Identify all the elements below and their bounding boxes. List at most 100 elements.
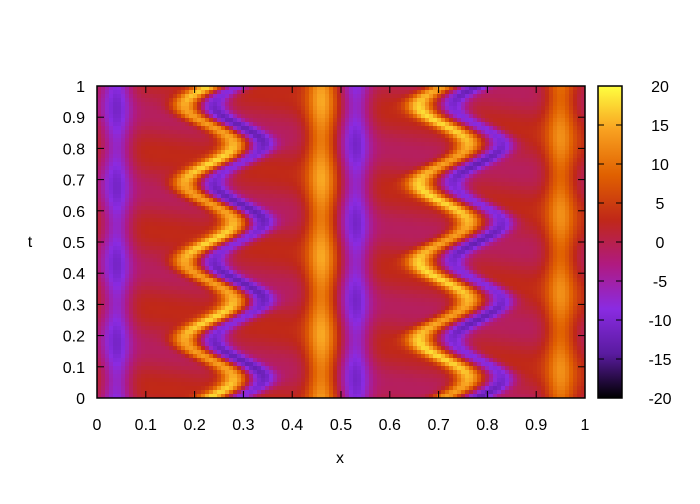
heatmap-cell [469,138,474,143]
heatmap-cell [301,138,306,143]
heatmap-cell [153,142,158,147]
heatmap-cell [549,218,554,223]
heatmap-cell [385,234,390,239]
heatmap-cell [277,134,282,139]
heatmap-cell [121,102,126,107]
heatmap-cell [377,186,382,191]
heatmap-cell [253,230,258,235]
heatmap-cell [181,174,186,179]
heatmap-cell [157,166,162,171]
heatmap-cell [501,194,506,199]
heatmap-cell [429,146,434,151]
heatmap-cell [137,210,142,215]
heatmap-cell [461,218,466,223]
heatmap-cell [433,202,438,207]
heatmap-cell [505,118,510,123]
heatmap-cell [221,194,226,199]
heatmap-cell [169,110,174,115]
heatmap-cell [485,118,490,123]
heatmap-cell [569,154,574,159]
heatmap-cell [293,198,298,203]
heatmap-cell [177,114,182,119]
heatmap-cell [153,154,158,159]
heatmap-cell [225,210,230,215]
heatmap-cell [129,146,134,151]
heatmap-cell [393,182,398,187]
heatmap-cell [553,138,558,143]
heatmap-cell [173,138,178,143]
heatmap-cell [485,242,490,247]
heatmap-cell [553,134,558,139]
heatmap-cell [417,170,422,175]
heatmap-cell [517,178,522,183]
heatmap-cell [249,170,254,175]
heatmap-cell [229,206,234,211]
heatmap-cell [497,134,502,139]
heatmap-cell [521,238,526,243]
heatmap-cell [481,154,486,159]
heatmap-cell [429,130,434,135]
heatmap-cell [401,170,406,175]
heatmap-cell [573,174,578,179]
heatmap-cell [273,226,278,231]
heatmap-cell [129,214,134,219]
heatmap-cell [565,222,570,227]
heatmap-cell [149,130,154,135]
heatmap-cell [269,206,274,211]
heatmap-cell [129,126,134,131]
heatmap-cell [521,218,526,223]
heatmap-cell [449,162,454,167]
heatmap-cell [281,174,286,179]
heatmap-cell [237,190,242,195]
heatmap-cell [117,94,122,99]
heatmap-cell [293,106,298,111]
heatmap-cell [269,242,274,247]
heatmap-cell [433,158,438,163]
heatmap-cell [473,238,478,243]
heatmap-cell [489,226,494,231]
heatmap-cell [189,206,194,211]
heatmap-cell [261,210,266,215]
heatmap-cell [253,246,258,251]
heatmap-cell [221,170,226,175]
heatmap-cell [329,246,334,251]
heatmap-cell [137,110,142,115]
heatmap-cell [345,110,350,115]
heatmap-cell [161,230,166,235]
heatmap-cell [457,150,462,155]
heatmap-cell [565,238,570,243]
heatmap-cell [225,106,230,111]
heatmap-cell [445,182,450,187]
heatmap-cell [545,134,550,139]
heatmap-cell [353,246,358,251]
heatmap-cell [581,194,585,199]
heatmap-cell [249,198,254,203]
heatmap-cell [233,158,238,163]
heatmap-cell [149,170,154,175]
heatmap-cell [357,198,362,203]
heatmap-cell [237,186,242,191]
heatmap-cell [549,98,554,103]
heatmap-cell [401,162,406,167]
heatmap-cell [169,198,174,203]
heatmap-cell [149,234,154,239]
heatmap-cell [449,142,454,147]
heatmap-cell [141,186,146,191]
heatmap-cell [177,158,182,163]
heatmap-cell [497,198,502,203]
heatmap-cell [449,138,454,143]
heatmap-cell [325,86,330,91]
heatmap-cell [525,190,530,195]
heatmap-cell [309,230,314,235]
heatmap-cell [369,90,374,95]
heatmap-cell [513,142,518,147]
heatmap-cell [537,218,542,223]
heatmap-cell [497,182,502,187]
heatmap-cell [257,142,262,147]
heatmap-cell [501,234,506,239]
heatmap-cell [297,166,302,171]
heatmap-cell [449,234,454,239]
heatmap-cell [105,218,110,223]
heatmap-cell [269,234,274,239]
heatmap-cell [113,238,118,243]
